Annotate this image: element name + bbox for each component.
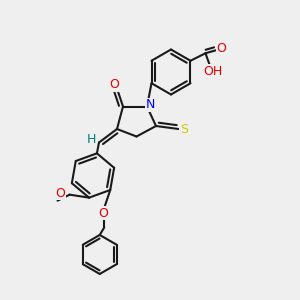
Text: H: H [87,133,96,146]
Text: O: O [98,207,108,220]
Text: O: O [216,42,226,55]
Text: O: O [109,78,119,92]
Text: O: O [56,187,65,200]
Text: OH: OH [203,65,222,78]
Text: N: N [145,98,155,112]
Text: S: S [180,122,188,136]
